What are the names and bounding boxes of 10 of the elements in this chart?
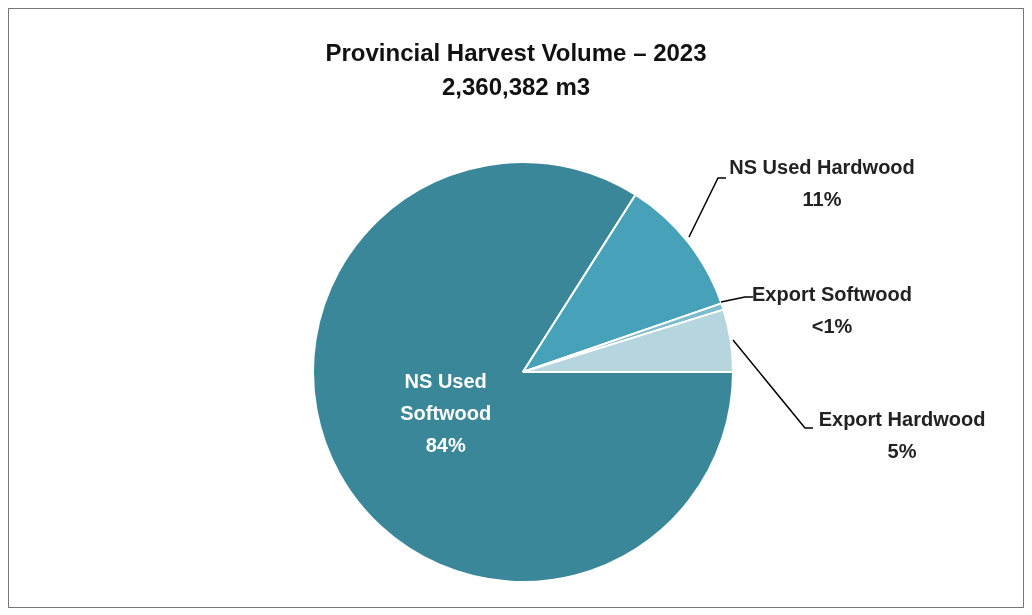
data-label: 11% [802, 187, 842, 210]
chart-title: Provincial Harvest Volume – 2023 [324, 39, 708, 67]
slice-label: NS Used Hardwood [729, 155, 915, 178]
data-label: 5% [887, 439, 917, 462]
data-label: <1% [811, 314, 853, 337]
slice-label: Export Softwood [752, 282, 912, 305]
slice-label: NS Used Softwood [400, 370, 492, 425]
slice-label: Export Hardwood [818, 407, 986, 430]
chart-subtitle: 2,360,382 m3 [440, 73, 592, 101]
data-label: 84% [425, 434, 466, 457]
